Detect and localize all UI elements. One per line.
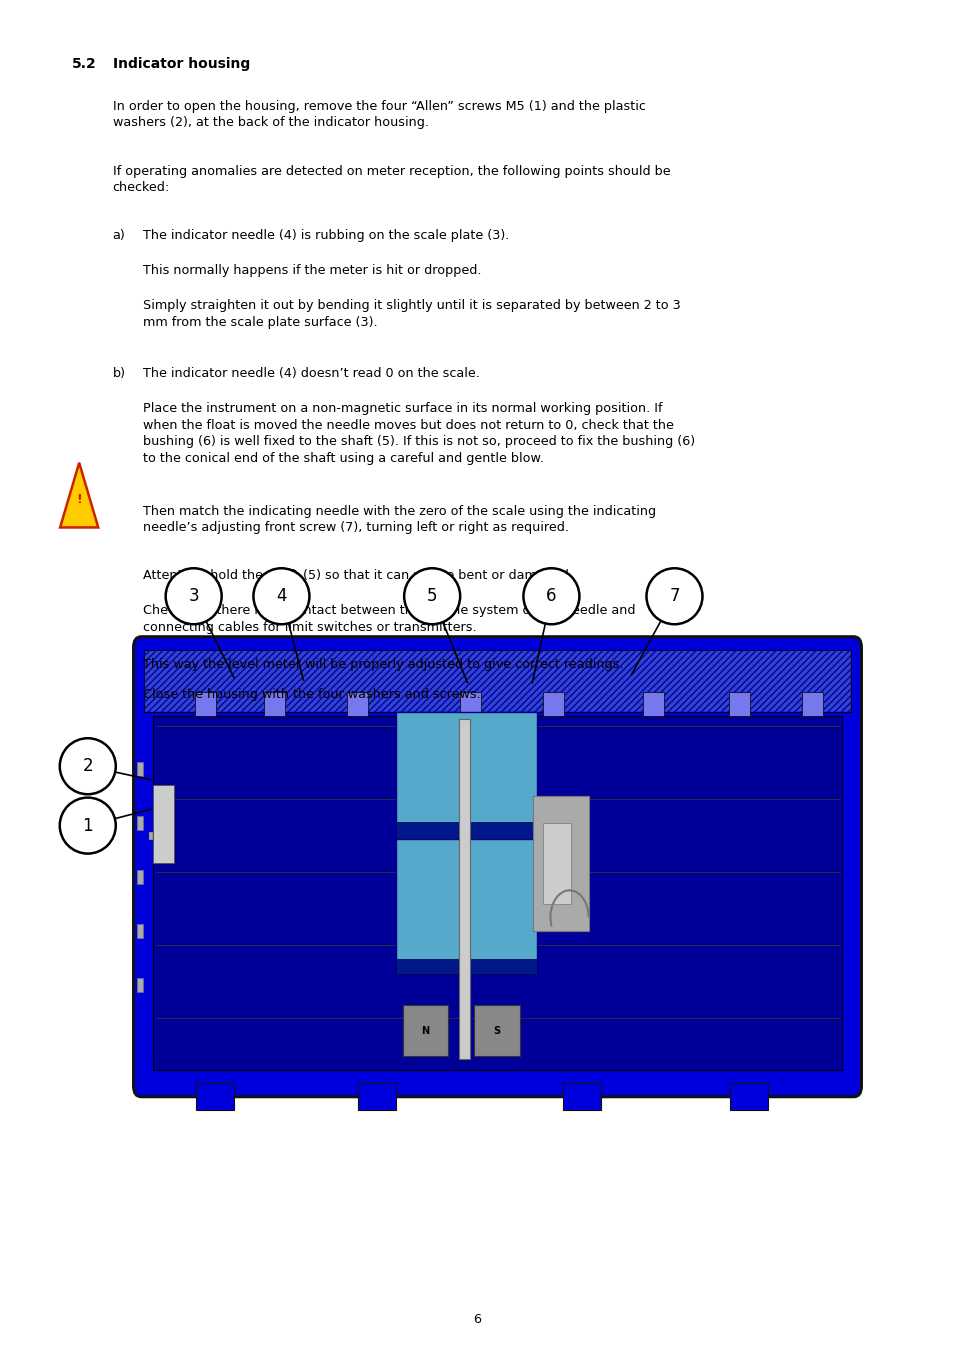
Bar bbox=[459, 692, 480, 716]
Bar bbox=[801, 692, 822, 716]
Bar bbox=[347, 692, 368, 716]
Bar bbox=[137, 978, 143, 992]
Text: Close the housing with the four washers and screws.: Close the housing with the four washers … bbox=[143, 688, 480, 701]
Bar bbox=[152, 716, 841, 1070]
Bar bbox=[144, 650, 850, 712]
Ellipse shape bbox=[523, 568, 578, 625]
Ellipse shape bbox=[404, 568, 459, 625]
Text: 6: 6 bbox=[545, 587, 557, 606]
Bar bbox=[562, 1083, 600, 1110]
Text: This way the level meter will be properly adjusted to give correct readings.: This way the level meter will be properl… bbox=[143, 658, 623, 672]
Text: 5: 5 bbox=[426, 587, 437, 606]
Ellipse shape bbox=[60, 738, 115, 795]
Ellipse shape bbox=[166, 568, 221, 625]
Text: The indicator needle (4) doesn’t read 0 on the scale.: The indicator needle (4) doesn’t read 0 … bbox=[143, 367, 479, 380]
Bar bbox=[474, 1005, 519, 1056]
Text: 6: 6 bbox=[473, 1313, 480, 1326]
Bar bbox=[729, 1083, 767, 1110]
Bar bbox=[542, 823, 571, 904]
Text: Check that there is no contact between the mobile system of the needle and
conne: Check that there is no contact between t… bbox=[143, 604, 635, 634]
Text: Simply straighten it out by bending it slightly until it is separated by between: Simply straighten it out by bending it s… bbox=[143, 299, 680, 329]
Bar bbox=[395, 822, 537, 839]
Bar bbox=[395, 839, 537, 960]
Bar bbox=[137, 762, 143, 776]
Bar bbox=[357, 1083, 395, 1110]
Text: 2: 2 bbox=[82, 757, 93, 776]
Bar bbox=[728, 692, 749, 716]
Ellipse shape bbox=[646, 568, 701, 625]
Bar bbox=[194, 692, 215, 716]
Text: a): a) bbox=[112, 229, 125, 243]
Text: N: N bbox=[421, 1025, 429, 1036]
Text: The indicator needle (4) is rubbing on the scale plate (3).: The indicator needle (4) is rubbing on t… bbox=[143, 229, 509, 243]
Text: b): b) bbox=[112, 367, 126, 380]
Bar bbox=[642, 692, 663, 716]
Text: S: S bbox=[493, 1025, 500, 1036]
Bar bbox=[533, 796, 588, 931]
Bar bbox=[195, 1083, 233, 1110]
Text: !: ! bbox=[76, 492, 82, 506]
Text: Attention, hold the shaft (5) so that it can not be bent or damaged.: Attention, hold the shaft (5) so that it… bbox=[143, 569, 573, 583]
Text: 7: 7 bbox=[668, 587, 679, 606]
Bar bbox=[137, 816, 143, 830]
Text: 5.2: 5.2 bbox=[71, 57, 96, 70]
Text: Place the instrument on a non-magnetic surface in its normal working position. I: Place the instrument on a non-magnetic s… bbox=[143, 402, 695, 464]
Bar bbox=[395, 959, 537, 974]
Bar bbox=[137, 870, 143, 884]
Bar bbox=[264, 692, 285, 716]
Text: 3: 3 bbox=[188, 587, 199, 606]
Bar bbox=[402, 1005, 448, 1056]
Text: 4: 4 bbox=[275, 587, 287, 606]
Text: This normally happens if the meter is hit or dropped.: This normally happens if the meter is hi… bbox=[143, 264, 481, 278]
Bar bbox=[458, 719, 470, 1059]
Bar bbox=[149, 832, 152, 840]
Ellipse shape bbox=[60, 797, 115, 854]
Bar bbox=[144, 650, 850, 712]
Text: Indicator housing: Indicator housing bbox=[112, 57, 250, 70]
Ellipse shape bbox=[253, 568, 309, 625]
Bar bbox=[152, 785, 173, 863]
Text: In order to open the housing, remove the four “Allen” screws M5 (1) and the plas: In order to open the housing, remove the… bbox=[112, 100, 645, 130]
Bar bbox=[395, 712, 537, 823]
Polygon shape bbox=[60, 463, 98, 527]
Text: If operating anomalies are detected on meter reception, the following points sho: If operating anomalies are detected on m… bbox=[112, 165, 670, 194]
Text: 1: 1 bbox=[82, 816, 93, 835]
FancyBboxPatch shape bbox=[133, 637, 861, 1097]
Bar bbox=[137, 924, 143, 938]
Text: Then match the indicating needle with the zero of the scale using the indicating: Then match the indicating needle with th… bbox=[143, 505, 656, 534]
Bar bbox=[542, 692, 563, 716]
